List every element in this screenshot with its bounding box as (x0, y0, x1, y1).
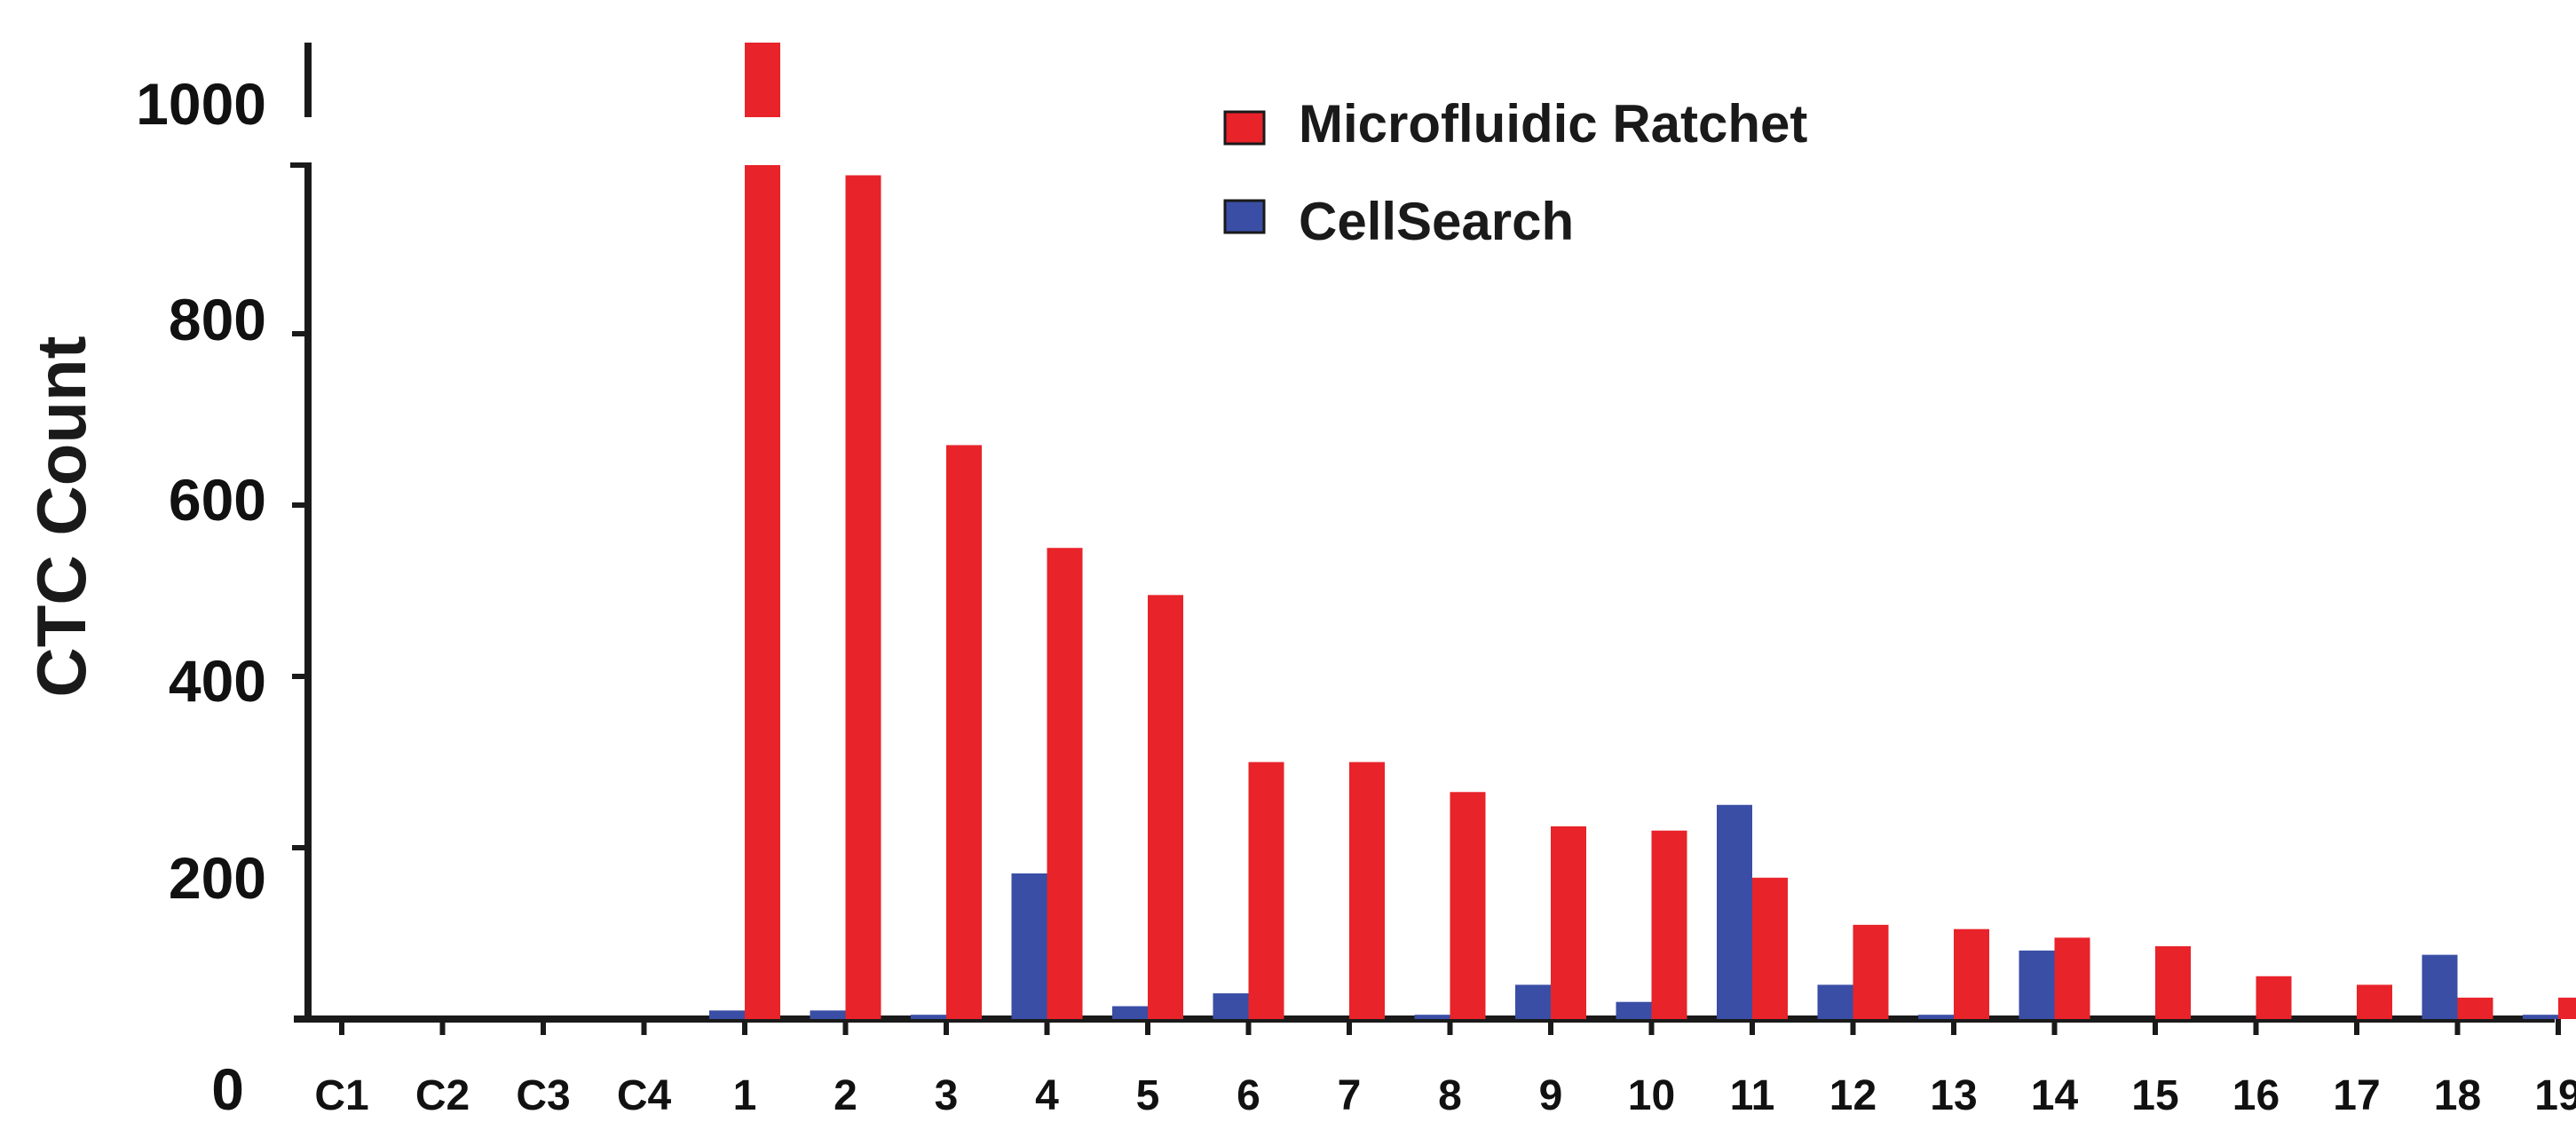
bar-microfluidic-ratchet (2558, 997, 2576, 1019)
bar-microfluidic-ratchet (745, 165, 780, 1019)
x-tick-label: 8 (1438, 1072, 1462, 1119)
bar-microfluidic-ratchet (2054, 937, 2090, 1019)
x-tick-label: 7 (1338, 1072, 1362, 1119)
x-tick-label: 1 (733, 1072, 757, 1119)
bar-cellsearch (709, 1010, 745, 1019)
bar-cellsearch (1515, 984, 1551, 1019)
bar-microfluidic-ratchet (2357, 984, 2392, 1019)
x-tick-label: 12 (1829, 1072, 1877, 1119)
legend: Microfluidic Ratchet CellSearch (1223, 94, 1807, 251)
y-tick-label: 1000 (136, 71, 266, 137)
bar-cellsearch (1616, 1001, 1652, 1019)
bar-microfluidic-ratchet (2457, 997, 2493, 1019)
bar-microfluidic-ratchet (946, 445, 982, 1019)
y-tick-label: 400 (169, 648, 266, 714)
bar-cellsearch (2523, 1015, 2558, 1019)
bar-microfluidic-ratchet (1752, 877, 1788, 1019)
legend-swatch-microfluidic-ratchet (1223, 110, 1266, 146)
x-tick-label: 17 (2333, 1072, 2380, 1119)
x-tick-label: C1 (314, 1072, 368, 1119)
bar-microfluidic-ratchet (1651, 830, 1687, 1019)
y-tick-label: 800 (169, 287, 266, 352)
bars (709, 43, 2576, 1020)
bar-microfluidic-ratchet (2256, 976, 2292, 1019)
bar-cellsearch (1817, 984, 1853, 1019)
bar-microfluidic-ratchet (845, 175, 881, 1020)
bar-cellsearch (1011, 873, 1047, 1019)
bar-microfluidic-ratchet (1853, 924, 1889, 1019)
bar-microfluidic-ratchet (1954, 928, 1989, 1019)
y-tick-label: 600 (169, 467, 266, 533)
bar-microfluidic-ratchet (1148, 595, 1183, 1019)
bar-microfluidic-ratchet (1450, 792, 1486, 1019)
x-tick-label: 9 (1539, 1072, 1563, 1119)
legend-label-cellsearch: CellSearch (1299, 192, 1574, 251)
x-tick-label: 10 (1628, 1072, 1675, 1119)
x-tick-label: C4 (617, 1072, 672, 1119)
x-tick-label: 14 (2031, 1072, 2079, 1119)
y-axis-label: CTC Count (22, 336, 100, 697)
bar-cellsearch (1414, 1015, 1450, 1019)
x-tick-label: 4 (1035, 1072, 1059, 1119)
x-tick-label: 16 (2232, 1072, 2280, 1119)
x-tick-label: C3 (516, 1072, 570, 1119)
bar-microfluidic-ratchet (1047, 548, 1083, 1019)
bar-cellsearch (1213, 993, 1249, 1019)
bar-cellsearch (1918, 1015, 1954, 1019)
y-tick-label: 200 (169, 845, 266, 911)
x-tick-label: 19 (2534, 1072, 2576, 1119)
bar-microfluidic-ratchet (1248, 762, 1284, 1019)
x-tick-label: 3 (935, 1072, 959, 1119)
bar-cellsearch (2019, 950, 2055, 1019)
y-tick-label: 0 (211, 1056, 244, 1122)
legend-label-microfluidic-ratchet: Microfluidic Ratchet (1299, 94, 1807, 154)
bar-cellsearch (1717, 804, 1752, 1019)
x-tick-label: 13 (1930, 1072, 1977, 1119)
bar-microfluidic-ratchet (1349, 762, 1385, 1019)
x-tick-label: 6 (1237, 1072, 1260, 1119)
x-tick-label: 5 (1136, 1072, 1160, 1119)
bar-microfluidic-ratchet-top (745, 43, 780, 117)
bar-cellsearch (1112, 1006, 1148, 1019)
bar-microfluidic-ratchet (1551, 826, 1586, 1019)
bar-cellsearch (911, 1015, 946, 1019)
bar-microfluidic-ratchet (2155, 945, 2191, 1019)
x-tick-label: 15 (2131, 1072, 2178, 1119)
x-tick-label: 11 (1730, 1072, 1775, 1119)
x-tick-label: 18 (2434, 1072, 2481, 1119)
bar-cellsearch (810, 1010, 846, 1019)
bar-cellsearch (2422, 954, 2458, 1019)
x-tick-label: 2 (834, 1072, 857, 1119)
x-tick-label: C2 (415, 1072, 470, 1119)
legend-swatch-cellsearch (1223, 199, 1266, 234)
